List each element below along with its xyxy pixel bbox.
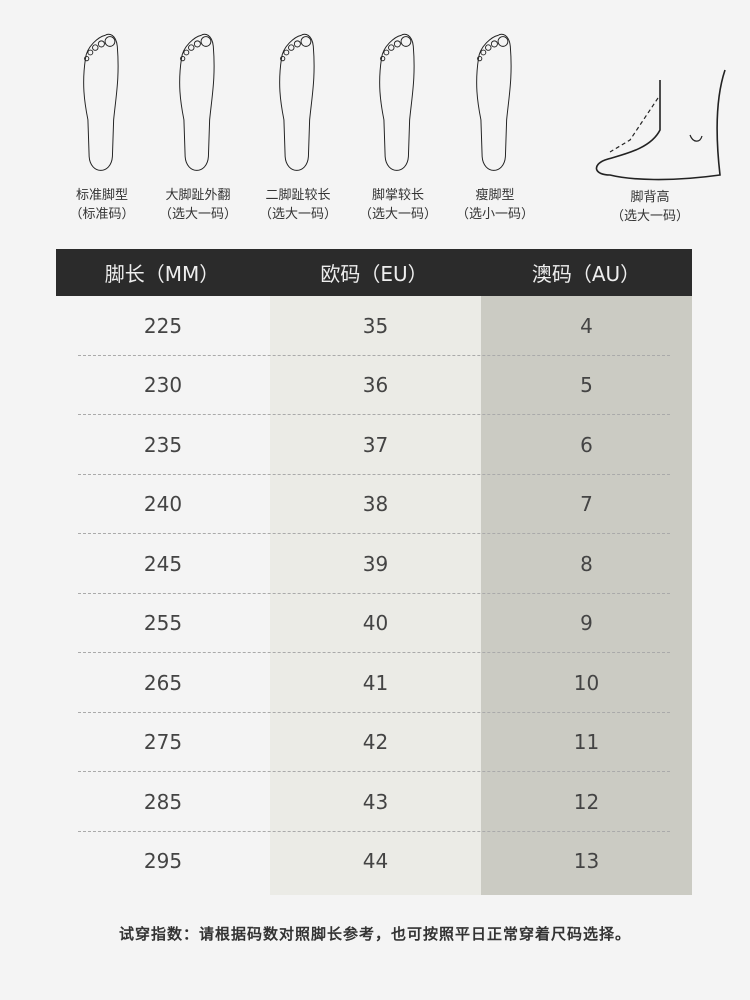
foot-type-name: 脚掌较长 <box>371 188 424 203</box>
cell-au: 10 <box>573 670 600 695</box>
table-row: 225 35 4 <box>56 296 692 356</box>
size-table: 脚长（MM） 欧码（EU） 澳码（AU） 225 35 4 230 36 5 235 37 6 2… <box>56 249 692 895</box>
cell-eu: 40 <box>362 611 389 636</box>
cell-au: 5 <box>580 373 593 398</box>
cell-foot-length: 230 <box>143 373 183 398</box>
cell-eu: 37 <box>362 432 389 457</box>
foot-illustration-icon <box>445 28 545 178</box>
table-row: 295 44 13 <box>56 832 692 892</box>
table-row: 275 42 11 <box>56 713 692 773</box>
foot-type-name: 瘦脚型 <box>475 188 515 203</box>
table-header: 脚长（MM） 欧码（EU） 澳码（AU） <box>56 249 692 296</box>
cell-foot-length: 255 <box>143 611 183 636</box>
cell-eu: 39 <box>362 551 389 576</box>
foot-illustration-icon <box>248 28 348 178</box>
cell-au: 9 <box>580 611 593 636</box>
table-row: 265 41 10 <box>56 653 692 713</box>
cell-foot-length: 240 <box>143 492 183 517</box>
cell-eu: 36 <box>362 373 389 398</box>
foot-type-item: 脚背高 （选大一码） <box>590 40 726 226</box>
foot-type-advice: （标准码） <box>69 207 135 222</box>
foot-type-advice: （选小一码） <box>455 207 534 222</box>
cell-foot-length: 225 <box>143 313 183 338</box>
foot-type-item: 二脚趾较长 （选大一码） <box>248 28 348 224</box>
table-row: 285 43 12 <box>56 772 692 832</box>
cell-eu: 35 <box>362 313 389 338</box>
cell-foot-length: 265 <box>143 670 183 695</box>
cell-foot-length: 295 <box>143 849 183 874</box>
foot-type-item: 脚掌较长 （选大一码） <box>348 28 448 224</box>
cell-au: 6 <box>580 432 593 457</box>
table-row: 255 40 9 <box>56 594 692 654</box>
column-au <box>481 296 692 895</box>
table-row: 245 39 8 <box>56 534 692 594</box>
foot-illustration-icon <box>590 40 726 190</box>
header-eu-size: 欧码（EU） <box>320 262 428 286</box>
foot-type-advice: （选大一码） <box>258 207 337 222</box>
cell-eu: 42 <box>362 730 389 755</box>
cell-au: 4 <box>580 313 593 338</box>
cell-foot-length: 285 <box>143 789 183 814</box>
cell-eu: 43 <box>362 789 389 814</box>
foot-type-advice: （选大一码） <box>358 207 437 222</box>
cell-eu: 44 <box>362 849 389 874</box>
foot-type-name: 脚背高 <box>630 190 670 205</box>
cell-au: 11 <box>573 730 600 755</box>
column-eu <box>270 296 481 895</box>
foot-illustration-icon <box>52 28 152 178</box>
foot-type-name: 大脚趾外翻 <box>165 188 231 203</box>
foot-type-advice: （选大一码） <box>610 209 689 224</box>
foot-type-item: 标准脚型 （标准码） <box>52 28 152 224</box>
cell-eu: 41 <box>362 670 389 695</box>
cell-au: 13 <box>573 849 600 874</box>
fit-note: 试穿指数：请根据码数对照脚长参考，也可按照平日正常穿着尺码选择。 <box>118 925 631 943</box>
foot-illustration-icon <box>348 28 448 178</box>
foot-type-item: 瘦脚型 （选小一码） <box>445 28 545 224</box>
foot-type-item: 大脚趾外翻 （选大一码） <box>148 28 248 224</box>
column-foot-length <box>56 296 270 895</box>
cell-au: 12 <box>573 789 600 814</box>
cell-au: 8 <box>580 551 593 576</box>
cell-eu: 38 <box>362 492 389 517</box>
table-row: 240 38 7 <box>56 475 692 535</box>
table-row: 230 36 5 <box>56 356 692 416</box>
cell-foot-length: 245 <box>143 551 183 576</box>
cell-au: 7 <box>580 492 593 517</box>
cell-foot-length: 275 <box>143 730 183 755</box>
foot-type-name: 二脚趾较长 <box>265 188 331 203</box>
header-foot-length: 脚长（MM） <box>104 262 220 286</box>
header-au-size: 澳码（AU） <box>531 262 641 286</box>
foot-type-advice: （选大一码） <box>158 207 237 222</box>
table-row: 235 37 6 <box>56 415 692 475</box>
cell-foot-length: 235 <box>143 432 183 457</box>
foot-type-name: 标准脚型 <box>75 188 128 203</box>
foot-illustration-icon <box>148 28 248 178</box>
